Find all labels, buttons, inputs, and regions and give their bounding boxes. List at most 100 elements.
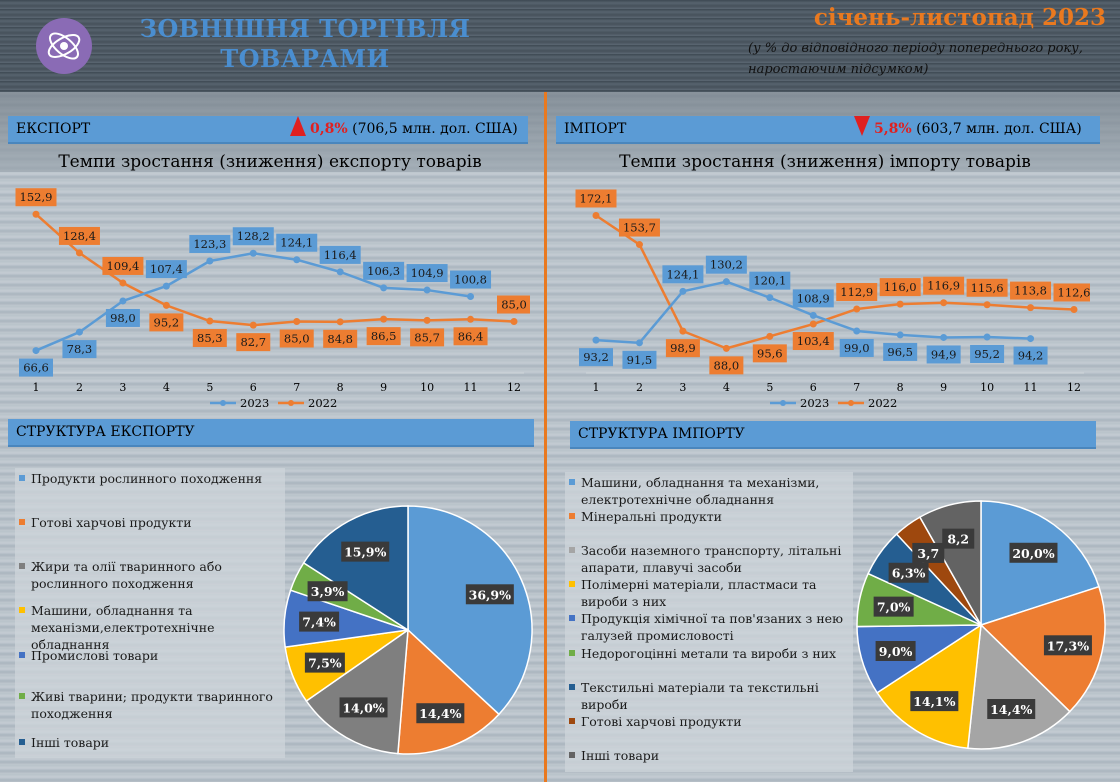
import-line-data-label: 112,6 [1058,285,1090,299]
import-line-data-label-box [879,278,921,297]
import-line-series-2023-point [592,336,600,344]
export-line-data-label-box [497,295,530,314]
import-pie-legend: Машини, обладнання та механізми, електро… [565,472,853,772]
decrease-arrow-icon [854,116,870,136]
import-line-legend-label: 2023 [800,396,829,410]
import-line-data-label: 120,1 [753,274,786,288]
export-line-series-2022-point [380,315,388,323]
export-line-series-2023-point [293,256,301,264]
import-pie-legend-label: Текстильні матеріали та текстильні вироб… [581,680,819,712]
import-pie-legend-item: Полімерні матеріали, пластмаси та вироби… [569,576,849,610]
export-pie-data-label-box [304,652,345,673]
export-line-x-tick: 7 [293,381,300,394]
import-pie-data-label: 7,0% [877,600,911,615]
export-line-data-label-box [62,340,97,359]
export-pie-slice [302,505,409,632]
import-line-data-label: 95,6 [757,346,783,360]
export-line-series-2022-point [249,321,257,329]
import-line-data-label-box [970,344,1005,363]
export-pie-legend-label: Продукти рослинного походження [31,471,263,486]
export-line-x-tick: 1 [33,381,40,394]
import-line-series-2023-point [983,333,991,341]
export-line-series-2022-point [467,315,475,323]
import-pie-data-label-box [912,542,945,563]
import-pie-legend-item: Інші товари [569,747,849,764]
import-line-data-label: 116,9 [927,279,960,293]
import-change-value: (603,7 млн. дол. США) [916,121,1082,137]
export-line-x-tick: 12 [507,381,521,394]
import-pie-data-label-box [873,596,914,617]
export-pie-legend-item: Продукти рослинного походження [19,470,281,487]
export-line-series-2023-point [423,286,431,294]
export-line-data-label-box [232,227,274,246]
import-line-data-label-box [575,189,617,208]
import-pie-slice [980,500,1100,627]
import-pie-slice [979,585,1106,713]
import-pie-data-label-box [987,699,1036,720]
export-pie-legend-item: Готові харчові продукти [19,514,281,531]
export-line-legend-label: 2022 [308,396,337,410]
import-pie-legend-swatch [569,615,575,621]
export-line-series-2022-point [206,317,214,325]
import-line-series-2022-point [679,327,687,335]
export-line-data-label: 98,0 [110,311,136,325]
import-pie-data-label-box [942,528,975,549]
export-line-x-tick: 3 [119,381,126,394]
export-line-data-label-box [105,308,140,327]
export-structure-label: СТРУКТУРА ЕКСПОРТУ [16,424,195,440]
import-line-data-label: 95,2 [974,347,1000,361]
export-pie-legend-swatch [19,652,25,658]
export-pie-data-label: 36,9% [469,587,511,602]
import-pie-chart: 20,0% 17,3% 14,4% 14,1% 9,0% 7,0% 6,3% 3,7 8,2 [856,500,1106,750]
import-line-x-tick: 12 [1067,381,1081,394]
import-pie-data-label: 3,7 [917,546,939,561]
export-pie-data-label: 7,4% [302,615,336,630]
import-pie-slice [876,623,982,750]
import-line-data-label: 153,7 [623,221,656,235]
import-line-series-2022-line [595,214,1075,350]
import-line-data-label: 130,2 [710,258,743,272]
export-line-data-label-box [192,329,227,348]
export-line-data-label: 85,0 [284,332,310,346]
import-line-data-label: 112,9 [840,285,873,299]
import-line-data-label: 113,8 [1014,284,1047,298]
export-band: ЕКСПОРТ 0,8% (706,5 млн. дол. США) [8,116,528,144]
export-line-data-label-box [319,245,361,264]
import-pie-legend-swatch [569,752,575,758]
export-line-data-label-box [145,260,187,279]
export-pie-data-label: 15,9% [344,545,386,560]
import-pie-data-label: 9,0% [879,644,913,659]
export-pie-data-label: 14,0% [342,700,384,715]
export-band-label: ЕКСПОРТ [16,121,91,137]
export-line-data-label-box [149,313,184,332]
import-line-data-label: 103,4 [797,334,830,348]
import-pie-data-label-box [1043,635,1092,656]
export-line-series-2023-point [206,257,214,265]
import-line-x-tick: 4 [723,381,730,394]
export-line-data-label-box [410,328,445,347]
export-line-data-label-box [366,327,401,346]
export-pie-legend-item: Промислові товари [19,647,281,664]
import-pie-legend-label: Продукція хімічної та пов'язаних з нею г… [581,611,843,643]
import-line-series-2023-point [896,331,904,339]
export-line-data-label: 106,3 [367,264,400,278]
export-pie-legend-label: Інші товари [31,735,110,750]
import-line-legend-marker [780,400,786,406]
import-pie-legend-swatch [569,513,575,519]
export-line-data-label: 84,8 [327,332,353,346]
import-line-data-label-box [836,283,878,302]
import-line-data-label: 172,1 [580,191,613,205]
export-line-legend-label: 2023 [240,396,269,410]
export-line-data-label: 85,7 [414,330,440,344]
import-line-data-label-box [792,332,834,351]
import-pie-legend-label: Готові харчові продукти [581,714,742,729]
import-line-series-2023-point [766,294,774,302]
export-line-data-label: 95,2 [154,315,180,329]
export-line-data-label: 116,4 [324,248,357,262]
import-structure-label: СТРУКТУРА ІМПОРТУ [578,426,745,442]
import-line-data-label-box [749,271,791,290]
import-line-x-tick: 9 [940,381,947,394]
export-line-x-tick: 6 [250,381,257,394]
import-pie-legend-item: Недорогоцінні метали та вироби з них [569,645,849,662]
export-pie-legend-item: Інші товари [19,734,281,751]
